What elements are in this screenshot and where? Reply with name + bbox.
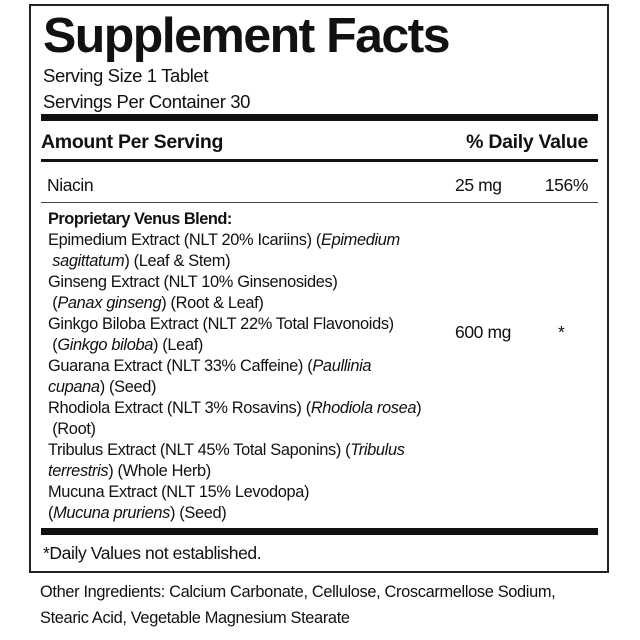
scientific-name: Paullinia xyxy=(312,357,372,375)
blend-ingredient-line: Guarana Extract (NLT 33% Caffeine) (Paul… xyxy=(48,356,421,377)
scientific-name: cupana xyxy=(48,378,100,396)
header-divider xyxy=(41,159,598,162)
proprietary-blend-list: Proprietary Venus Blend: Epimedium Extrac… xyxy=(48,209,422,524)
ingredient-text: (Root) xyxy=(48,420,96,438)
blend-title: Proprietary Venus Blend: xyxy=(48,209,421,230)
supplement-facts-panel: Supplement Facts Serving Size 1 Tablet S… xyxy=(29,4,609,573)
ingredient-text: ) (Root & Leaf) xyxy=(161,294,264,312)
panel-title: Supplement Facts xyxy=(43,9,451,63)
footnote: *Daily Values not established. xyxy=(43,543,262,563)
blend-amount: 600 mg xyxy=(455,322,511,342)
serving-size: Serving Size 1 Tablet xyxy=(43,65,209,86)
servings-per-container: Servings Per Container 30 xyxy=(43,91,250,112)
row-divider xyxy=(41,202,598,203)
blend-daily-value: * xyxy=(558,322,565,342)
blend-ingredient-line: terrestris) (Whole Herb) xyxy=(48,461,421,482)
blend-ingredient-line: (Ginkgo biloba) (Leaf) xyxy=(48,335,421,356)
thick-divider-bottom xyxy=(41,528,598,535)
blend-ingredient-line: Epimedium Extract (NLT 20% Icariins) (Ep… xyxy=(48,230,421,251)
blend-ingredient-line: sagittatum) (Leaf & Stem) xyxy=(48,251,421,272)
ingredient-text: ( xyxy=(48,336,58,354)
ingredient-text: Mucuna Extract (NLT 15% Levodopa) xyxy=(48,483,310,501)
niacin-amount: 25 mg xyxy=(455,175,502,195)
scientific-name: terrestris xyxy=(48,462,109,480)
scientific-name: Tribulus xyxy=(350,441,405,459)
blend-ingredient-line: (Root) xyxy=(48,419,421,440)
thick-divider xyxy=(41,114,598,121)
blend-ingredient-line: (Mucuna pruriens) (Seed) xyxy=(48,503,421,524)
blend-ingredient-line: Ginkgo Biloba Extract (NLT 22% Total Fla… xyxy=(48,314,421,335)
ingredient-text: Epimedium Extract (NLT 20% Icariins) ( xyxy=(48,231,322,249)
ingredient-text: Tribulus Extract (NLT 45% Total Saponins… xyxy=(48,441,351,459)
blend-ingredient-line: Tribulus Extract (NLT 45% Total Saponins… xyxy=(48,440,421,461)
blend-ingredient-line: (Panax ginseng) (Root & Leaf) xyxy=(48,293,421,314)
niacin-name: Niacin xyxy=(47,175,94,195)
niacin-daily-value: 156% xyxy=(544,175,589,195)
ingredient-text: Rhodiola Extract (NLT 3% Rosavins) ( xyxy=(48,399,311,417)
ingredient-text: ( xyxy=(48,294,58,312)
scientific-name: Epimedium xyxy=(321,231,400,249)
ingredient-text: Proprietary Venus Blend: xyxy=(48,210,232,228)
scientific-name: Rhodiola rosea xyxy=(310,399,417,417)
ingredient-text: ) (Seed) xyxy=(169,504,227,522)
ingredient-text: Guarana Extract (NLT 33% Caffeine) ( xyxy=(48,357,313,375)
ingredient-text: ) (Leaf & Stem) xyxy=(124,252,231,270)
scientific-name: sagittatum xyxy=(52,252,125,270)
blend-ingredient-line: Mucuna Extract (NLT 15% Levodopa) xyxy=(48,482,421,503)
ingredient-text: ) (Leaf) xyxy=(153,336,204,354)
ingredient-text: ( xyxy=(48,504,54,522)
daily-value-header: % Daily Value xyxy=(466,131,588,153)
blend-ingredient-line: Ginseng Extract (NLT 10% Ginsenosides) xyxy=(48,272,421,293)
other-ingredients-line-1: Other Ingredients: Calcium Carbonate, Ce… xyxy=(40,583,556,601)
scientific-name: Panax ginseng xyxy=(57,294,162,312)
ingredient-text: Ginkgo Biloba Extract (NLT 22% Total Fla… xyxy=(48,315,394,333)
amount-per-serving-header: Amount Per Serving xyxy=(41,131,224,153)
blend-ingredient-line: cupana) (Seed) xyxy=(48,377,421,398)
blend-ingredient-line: Rhodiola Extract (NLT 3% Rosavins) (Rhod… xyxy=(48,398,422,419)
scientific-name: Ginkgo biloba xyxy=(57,336,153,354)
ingredient-text: ) (Whole Herb) xyxy=(108,462,211,480)
ingredient-text: ) (Seed) xyxy=(99,378,157,396)
scientific-name: Mucuna pruriens xyxy=(53,504,170,522)
other-ingredients-line-2: Stearic Acid, Vegetable Magnesium Steara… xyxy=(40,609,350,627)
ingredient-text: ) xyxy=(416,399,422,417)
ingredient-text: Ginseng Extract (NLT 10% Ginsenosides) xyxy=(48,273,338,291)
